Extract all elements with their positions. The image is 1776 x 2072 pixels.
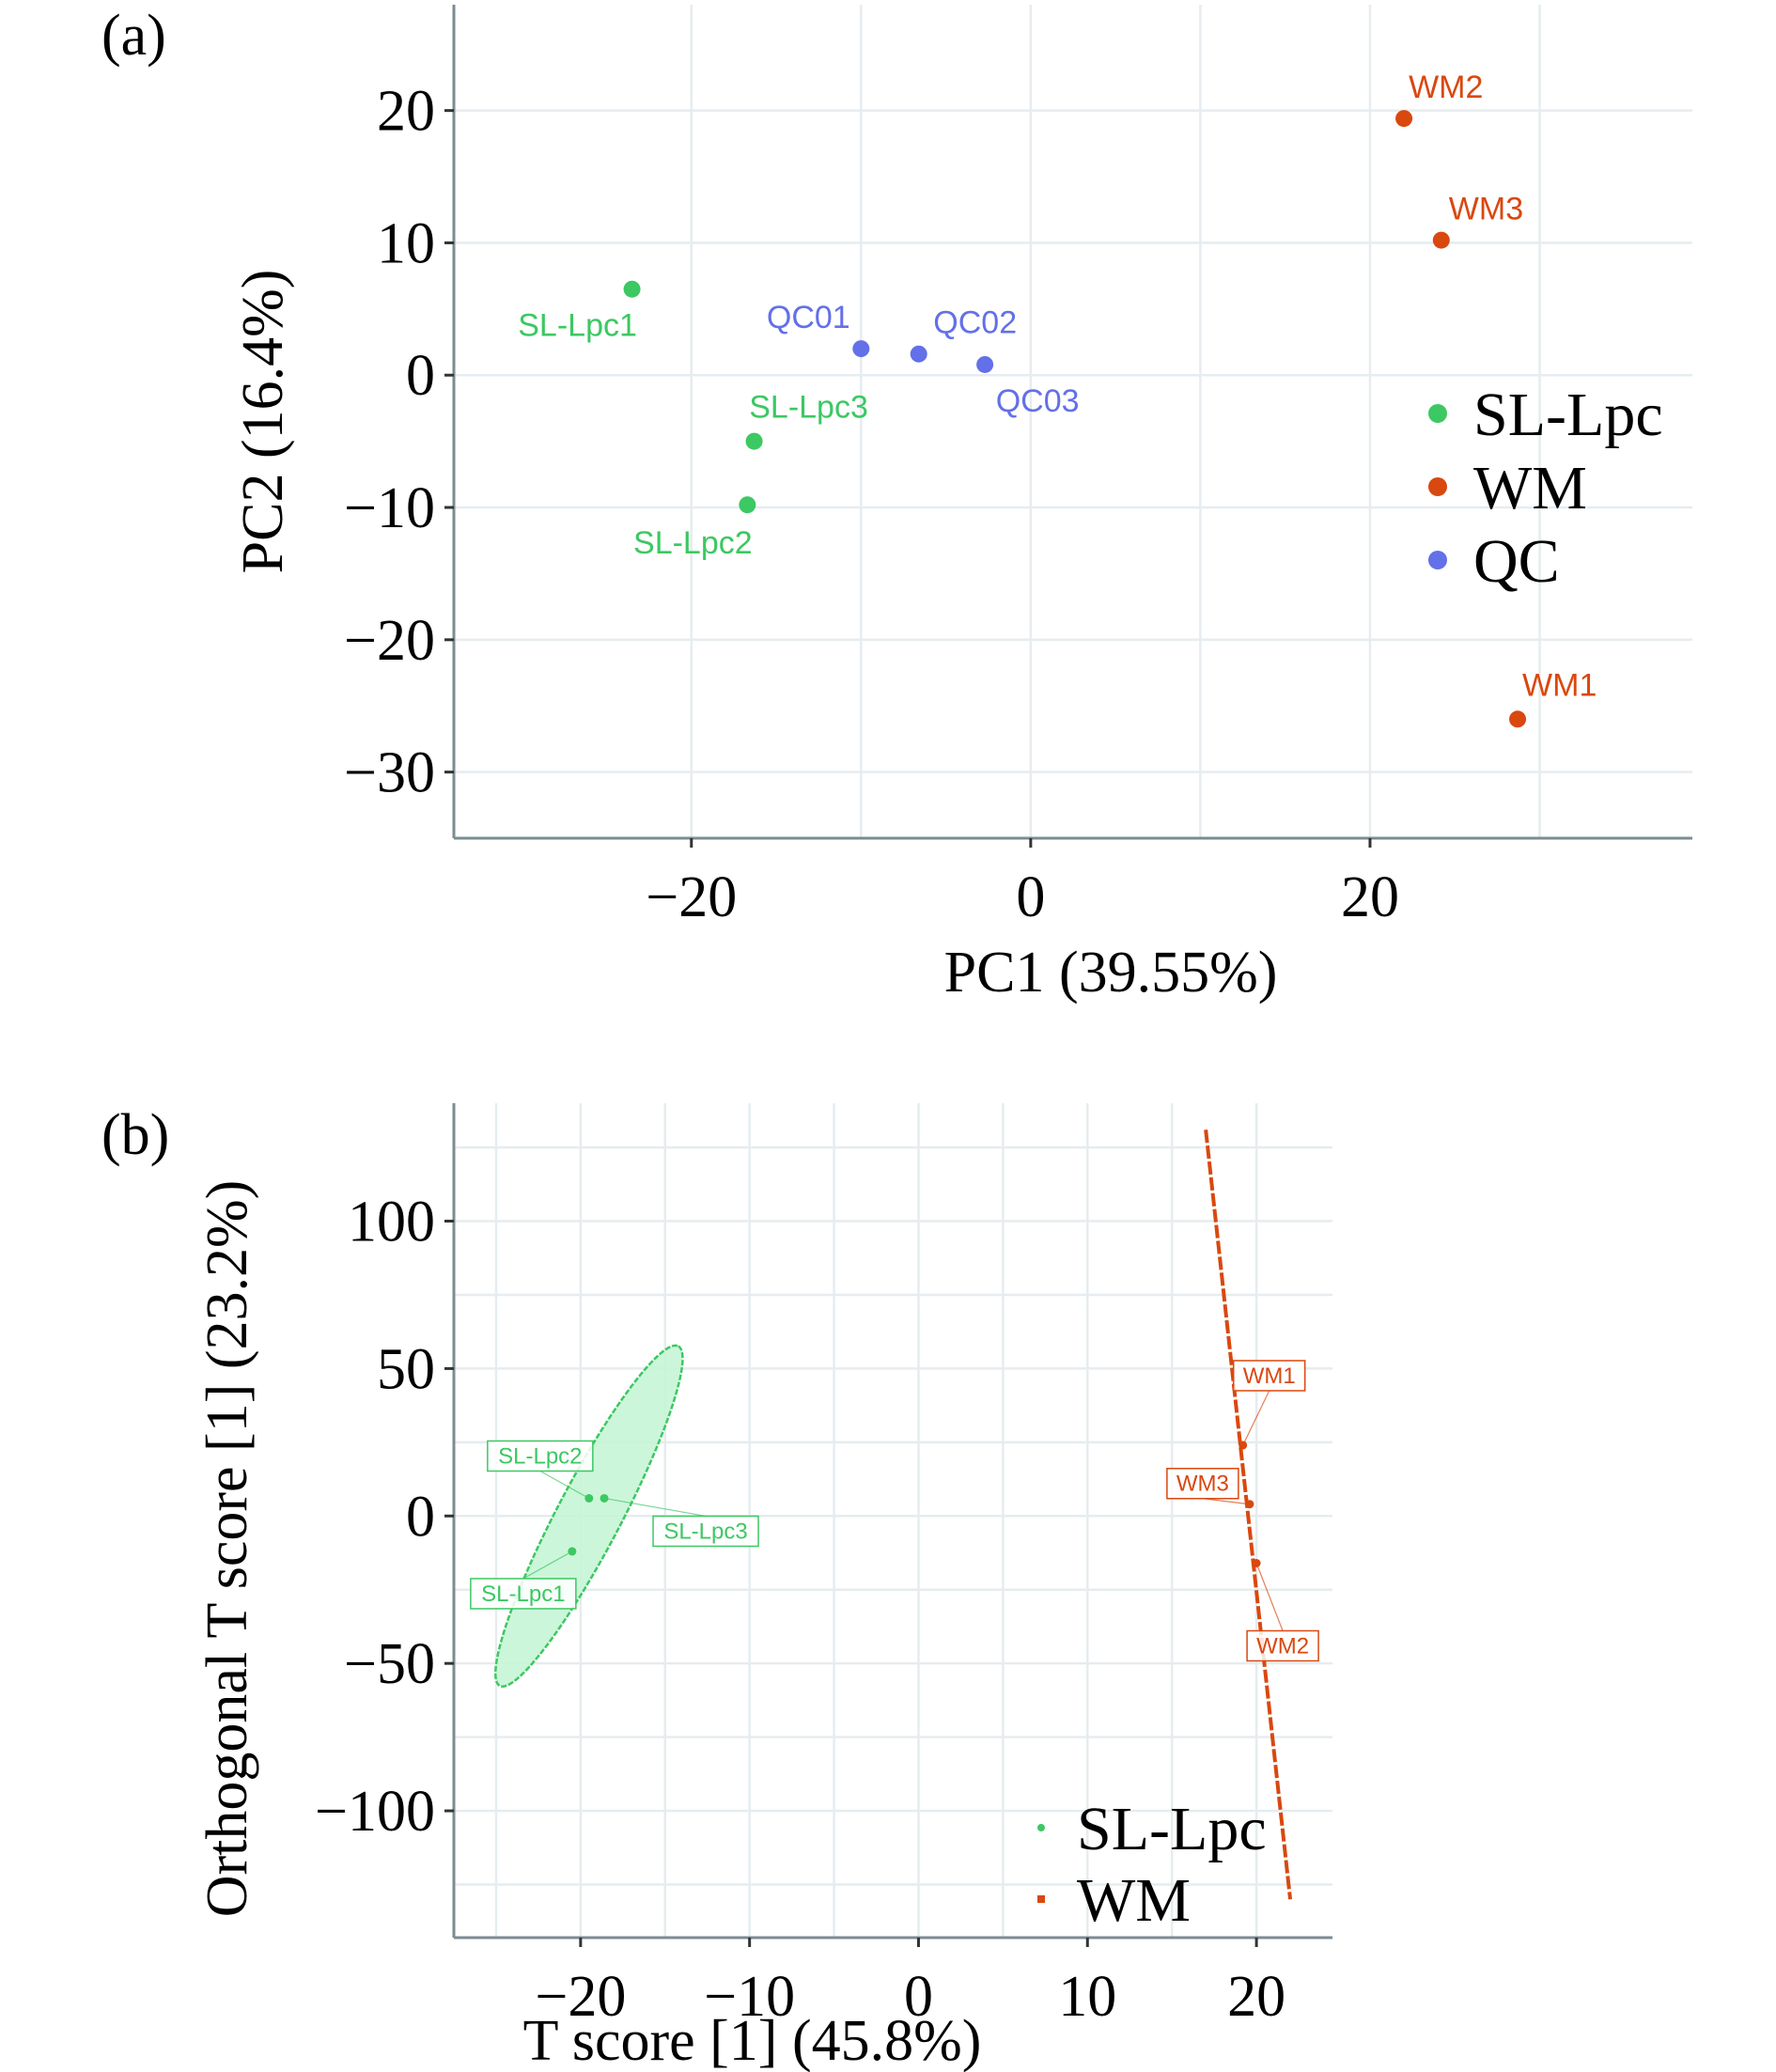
data-point	[739, 496, 756, 514]
point-label: WM2	[1256, 1633, 1309, 1659]
point-label: QC01	[767, 300, 850, 335]
point-label: WM1	[1243, 1363, 1296, 1389]
legend-marker	[1428, 404, 1447, 423]
confidence-ellipse	[1204, 1129, 1293, 1900]
point-label: SL-Lpc1	[518, 308, 637, 344]
x-tick-label: −10	[704, 1965, 795, 2029]
data-point	[745, 432, 763, 450]
x-tick-label: 0	[904, 1965, 933, 2029]
point-label: SL-Lpc1	[481, 1581, 565, 1607]
legend-marker	[1428, 551, 1447, 569]
data-point	[1509, 710, 1527, 728]
legend-item: WM	[1428, 454, 1587, 522]
y-tick-label: 100	[348, 1191, 435, 1254]
legend-item: SL-Lpc	[1037, 1795, 1267, 1863]
legend-marker	[1037, 1895, 1045, 1903]
point-label: QC03	[996, 383, 1080, 419]
data-point	[1395, 110, 1413, 128]
point-label: SL-Lpc2	[633, 525, 753, 561]
point-label-box	[1166, 1467, 1239, 1500]
data-point	[852, 340, 870, 358]
point-label: WM2	[1409, 70, 1483, 105]
point-label-box	[470, 1578, 577, 1610]
panel-label: (b)	[101, 1103, 169, 1167]
leader-line	[603, 1497, 707, 1518]
series-qc: QC01 QC02 QC03	[767, 300, 1080, 419]
legend-item: WM	[1037, 1866, 1191, 1935]
data-point	[976, 355, 994, 373]
point-label: WM3	[1449, 192, 1523, 227]
point-label-box	[1246, 1629, 1319, 1662]
point-label: QC02	[933, 305, 1017, 341]
y-tick-label: 10	[377, 211, 435, 275]
y-tick-label: −30	[344, 741, 435, 805]
leader-line	[522, 1550, 573, 1580]
y-tick-label: −50	[344, 1632, 435, 1696]
y-tick-label: −20	[344, 609, 435, 673]
leader-line	[1202, 1498, 1250, 1505]
x-tick-label: −20	[646, 865, 737, 929]
x-tick-label: 0	[1016, 865, 1045, 929]
point-label: SL-Lpc3	[663, 1519, 747, 1544]
point-label: WM3	[1176, 1472, 1229, 1497]
legend-marker	[1037, 1824, 1045, 1831]
y-tick-label: 50	[377, 1337, 435, 1401]
series-wm: WM1 WM2 WM3	[1166, 1129, 1319, 1900]
y-axis-title: PC2 (16.4%)	[231, 270, 295, 574]
panel-label: (a)	[101, 4, 166, 68]
legend-label: WM	[1077, 1866, 1191, 1935]
leader-line	[539, 1470, 590, 1499]
series-sl-lpc: SL-Lpc1 SL-Lpc2 SL-Lpc3	[470, 1344, 759, 1688]
legend-marker	[1428, 477, 1447, 496]
point-label-box	[487, 1440, 594, 1472]
leader-line	[1242, 1390, 1270, 1446]
x-tick-label: 20	[1227, 1965, 1285, 2029]
x-tick-label: −20	[535, 1965, 626, 2029]
legend-item: QC	[1428, 527, 1560, 596]
data-point	[623, 280, 641, 298]
y-tick-label: 0	[406, 1485, 435, 1549]
x-axis-title: PC1 (39.55%)	[944, 941, 1278, 1005]
x-tick-label: 20	[1341, 865, 1399, 929]
panel-a: (a) −20 0 20 20 10 0 −10 −20 −30 PC1 (39.55%) PC2 (…	[101, 4, 1692, 1005]
point-label: SL-Lpc2	[498, 1443, 582, 1469]
legend-item: SL-Lpc	[1428, 381, 1663, 449]
data-point	[1432, 231, 1450, 249]
data-point	[910, 345, 927, 363]
legend-label: QC	[1473, 527, 1560, 596]
y-tick-label: 0	[406, 344, 435, 408]
x-tick-label: 10	[1058, 1965, 1116, 2029]
y-axis-title: Orthogonal T score [1] (23.2%)	[195, 1180, 259, 1918]
legend-label: WM	[1473, 454, 1587, 522]
x-axis-title: T score [1] (45.8%)	[523, 2009, 982, 2072]
y-tick-label: −100	[315, 1780, 435, 1844]
leader-line	[1255, 1563, 1284, 1631]
legend-label: SL-Lpc	[1473, 381, 1663, 449]
series-wm: WM1 WM2 WM3	[1395, 70, 1597, 728]
y-tick-label: 20	[377, 80, 435, 144]
point-label: SL-Lpc3	[749, 390, 868, 426]
y-tick-label: −10	[344, 476, 435, 540]
point-label: WM1	[1522, 667, 1597, 703]
series-sl-lpc: SL-Lpc1 SL-Lpc2 SL-Lpc3	[518, 280, 868, 561]
point-label-box	[652, 1515, 759, 1548]
legend-label: SL-Lpc	[1077, 1795, 1267, 1863]
point-label-box	[1232, 1360, 1306, 1392]
